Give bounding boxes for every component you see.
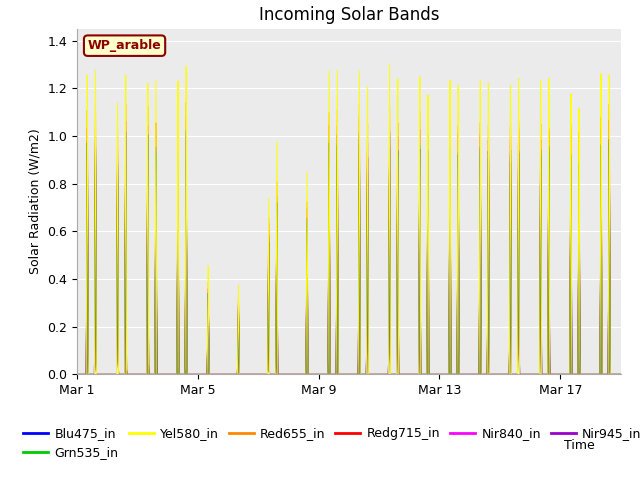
Text: Time: Time <box>564 439 595 452</box>
Y-axis label: Solar Radiation (W/m2): Solar Radiation (W/m2) <box>29 129 42 275</box>
Text: WP_arable: WP_arable <box>88 39 161 52</box>
Legend: Blu475_in, Grn535_in, Yel580_in, Red655_in, Redg715_in, Nir840_in, Nir945_in: Blu475_in, Grn535_in, Yel580_in, Red655_… <box>19 422 640 464</box>
Title: Incoming Solar Bands: Incoming Solar Bands <box>259 6 439 24</box>
